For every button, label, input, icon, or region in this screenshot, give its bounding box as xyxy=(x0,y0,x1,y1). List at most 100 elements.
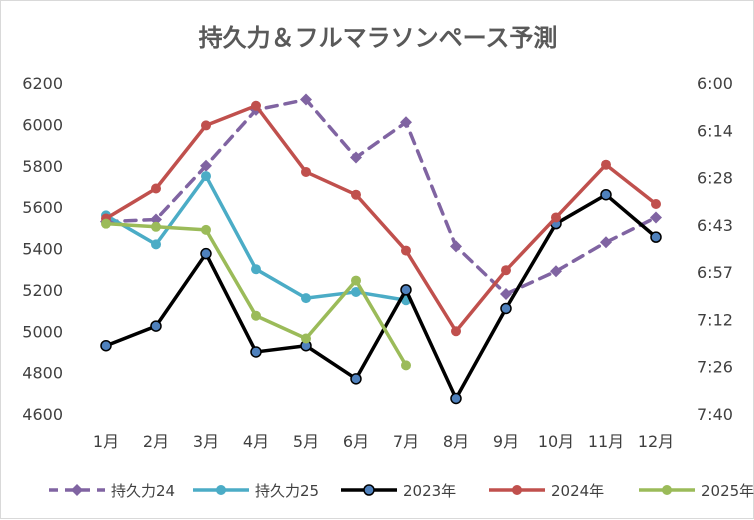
legend-label: 持久力24 xyxy=(111,482,175,500)
x-tick-label: 6月 xyxy=(343,432,369,451)
data-point xyxy=(512,485,522,495)
y-right-tick-label: 6:43 xyxy=(697,216,733,235)
series-layer xyxy=(100,93,662,405)
data-point xyxy=(551,212,561,223)
data-point xyxy=(250,346,262,358)
y-left-tick-label: 5800 xyxy=(22,157,63,176)
data-point xyxy=(350,373,362,385)
data-point xyxy=(500,302,512,315)
data-point xyxy=(201,120,211,131)
legend[interactable]: 持久力24 持久力25 2023年 2024年 2025年 xyxy=(49,482,754,500)
data-point xyxy=(301,293,311,304)
x-tick-label: 8月 xyxy=(443,432,469,451)
data-point xyxy=(150,213,162,226)
legend-item[interactable]: 2025年 xyxy=(639,482,754,500)
data-point xyxy=(300,93,312,106)
legend-item[interactable]: 2023年 xyxy=(341,482,456,500)
y-left-tick-label: 6200 xyxy=(22,74,63,93)
data-point xyxy=(200,159,212,172)
data-point xyxy=(650,231,662,243)
y-left-tick-label: 4600 xyxy=(22,405,63,424)
y-left-tick-label: 5400 xyxy=(22,240,63,259)
data-point xyxy=(151,239,161,250)
legend-item[interactable]: 持久力25 xyxy=(193,482,319,500)
data-point xyxy=(351,275,361,286)
data-point xyxy=(150,320,162,332)
x-tick-label: 4月 xyxy=(243,432,269,451)
y-left-tick-label: 5200 xyxy=(22,281,63,300)
y-left-tick-label: 5600 xyxy=(22,198,63,217)
x-tick-label: 11月 xyxy=(588,432,624,451)
right-axis-ticks: 6:00 6:14 6:28 6:43 6:57 7:12 7:26 7:40 xyxy=(697,74,733,424)
data-point xyxy=(601,159,611,170)
data-point xyxy=(301,333,311,344)
series-2025年 xyxy=(101,218,411,371)
legend-item[interactable]: 2024年 xyxy=(489,482,604,500)
data-point xyxy=(251,100,261,111)
data-point xyxy=(650,211,662,224)
data-point xyxy=(71,484,83,496)
legend-item[interactable]: 持久力24 xyxy=(49,482,175,500)
data-point xyxy=(600,236,612,249)
data-point xyxy=(501,265,511,276)
x-tick-label: 2月 xyxy=(143,432,169,451)
series-line xyxy=(104,192,658,401)
data-point xyxy=(251,264,261,275)
y-right-tick-label: 6:14 xyxy=(697,121,733,140)
data-point xyxy=(400,116,412,129)
y-right-tick-label: 7:40 xyxy=(697,405,733,424)
series-2023年 xyxy=(100,188,662,405)
chart-title: 持久力＆フルマラソンペース予測 xyxy=(199,24,558,52)
data-point xyxy=(201,224,211,235)
y-right-tick-label: 7:12 xyxy=(697,310,733,329)
legend-label: 2024年 xyxy=(551,482,604,500)
series-line xyxy=(104,104,658,333)
series-line xyxy=(104,97,658,296)
legend-label: 2023年 xyxy=(403,482,456,500)
x-tick-label: 1月 xyxy=(93,432,119,451)
data-point xyxy=(450,392,462,405)
data-point xyxy=(350,151,362,164)
x-tick-label: 12月 xyxy=(638,432,674,451)
data-point xyxy=(151,183,161,194)
series-持久力25 xyxy=(101,171,411,306)
y-right-tick-label: 7:26 xyxy=(697,358,733,377)
x-tick-label: 7月 xyxy=(393,432,419,451)
y-left-tick-label: 5000 xyxy=(22,322,63,341)
left-axis-ticks: 6200 6000 5800 5600 5400 5200 5000 4800 4600 xyxy=(22,74,63,424)
data-point xyxy=(216,485,226,495)
data-point xyxy=(201,171,211,182)
data-point xyxy=(151,221,161,232)
series-持久力24 xyxy=(100,93,662,301)
x-tick-label: 5月 xyxy=(293,432,319,451)
y-left-tick-label: 4800 xyxy=(22,364,63,383)
x-axis-ticks: 1月 2月 3月 4月 5月 6月 7月 8月 9月 10月 11月 12月 xyxy=(93,432,674,451)
x-tick-label: 9月 xyxy=(493,432,519,451)
data-point xyxy=(401,245,411,256)
data-point xyxy=(600,188,612,201)
data-point xyxy=(351,286,361,297)
data-point xyxy=(400,284,412,296)
data-point xyxy=(351,189,361,200)
data-point xyxy=(200,247,212,260)
data-point xyxy=(401,360,411,371)
legend-label: 持久力25 xyxy=(255,482,319,500)
data-point xyxy=(651,199,661,210)
data-point xyxy=(500,288,512,301)
data-point xyxy=(450,240,462,253)
data-point xyxy=(550,265,562,278)
data-point xyxy=(251,310,261,321)
data-point xyxy=(100,339,112,352)
x-tick-label: 10月 xyxy=(538,432,574,451)
series-2024年 xyxy=(101,100,661,337)
data-point xyxy=(363,484,375,496)
legend-label: 2025年 xyxy=(701,482,754,500)
y-left-tick-label: 6000 xyxy=(22,115,63,134)
data-point xyxy=(301,166,311,177)
data-point xyxy=(101,218,111,229)
y-right-tick-label: 6:28 xyxy=(697,169,733,188)
data-point xyxy=(662,485,672,495)
data-point xyxy=(451,326,461,337)
y-right-tick-label: 6:57 xyxy=(697,263,733,282)
